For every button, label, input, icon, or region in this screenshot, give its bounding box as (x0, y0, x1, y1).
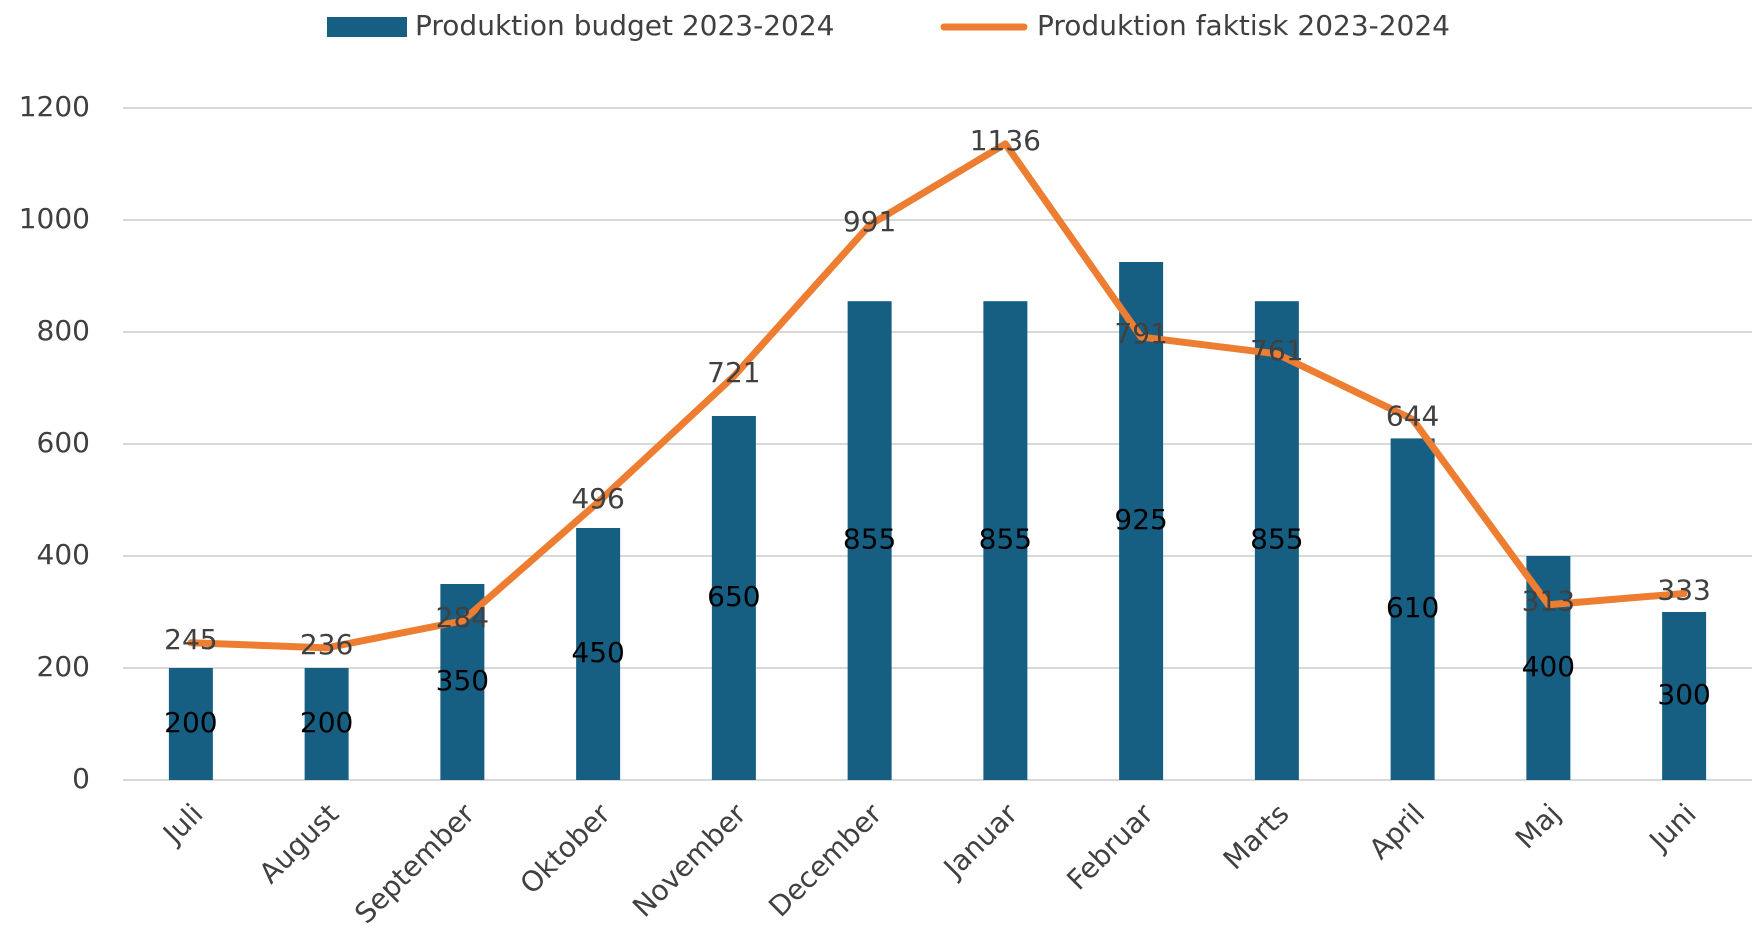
bar (1662, 612, 1707, 780)
data-label: 644 (1386, 399, 1439, 432)
x-tick-label: Februar (1060, 797, 1160, 897)
x-tick-label: Oktober (514, 797, 617, 900)
bar (168, 668, 213, 780)
x-tick-label: Januar (936, 797, 1024, 885)
x-tick-label: Marts (1217, 797, 1296, 876)
x-tick-label: Maj (1509, 797, 1567, 855)
data-label: 284 (436, 601, 489, 634)
data-label: 200 (300, 706, 353, 739)
bar (576, 528, 621, 780)
data-label: 855 (979, 523, 1032, 556)
data-label: 791 (1114, 317, 1167, 350)
bar (1119, 262, 1164, 780)
y-tick-label: 800 (37, 314, 90, 347)
data-label: 855 (843, 523, 896, 556)
bar (711, 416, 756, 780)
y-tick-label: 400 (37, 538, 90, 571)
data-label: 400 (1522, 650, 1575, 683)
data-label: 350 (436, 664, 489, 697)
legend-label: Produktion faktisk 2023-2024 (1037, 9, 1450, 42)
data-label: 721 (707, 356, 760, 389)
y-tick-label: 1200 (19, 90, 90, 123)
bar (1526, 556, 1571, 780)
y-tick-label: 600 (37, 426, 90, 459)
data-label: 496 (571, 482, 624, 515)
x-tick-label: September (348, 797, 481, 930)
legend-swatch (327, 17, 407, 37)
data-label: 300 (1657, 678, 1710, 711)
data-label: 650 (707, 580, 760, 613)
data-label: 236 (300, 628, 353, 661)
data-label: 1136 (970, 124, 1041, 157)
data-label: 313 (1522, 585, 1575, 618)
legend-label: Produktion budget 2023-2024 (415, 9, 834, 42)
x-tick-label: April (1363, 797, 1432, 866)
data-label: 925 (1114, 503, 1167, 536)
line (187, 140, 1688, 652)
data-label: 610 (1386, 591, 1439, 624)
bar (1254, 301, 1299, 780)
data-label: 450 (571, 636, 624, 669)
bar (1390, 438, 1435, 780)
x-tick-label: November (626, 797, 753, 924)
data-label: 855 (1250, 523, 1303, 556)
y-tick-label: 200 (37, 650, 90, 683)
y-tick-label: 0 (72, 762, 90, 795)
x-tick-label: December (762, 797, 888, 923)
bar (304, 668, 349, 780)
data-label: 200 (164, 706, 217, 739)
y-tick-label: 1000 (19, 202, 90, 235)
bar (983, 301, 1028, 780)
x-tick-label: August (253, 797, 346, 890)
data-label: 333 (1657, 574, 1710, 607)
data-label: 761 (1250, 334, 1303, 367)
x-tick-label: Juni (1642, 797, 1703, 858)
x-tick-label: Juli (155, 797, 209, 851)
bar (847, 301, 892, 780)
data-label: 245 (164, 623, 217, 656)
data-label: 991 (843, 205, 896, 238)
